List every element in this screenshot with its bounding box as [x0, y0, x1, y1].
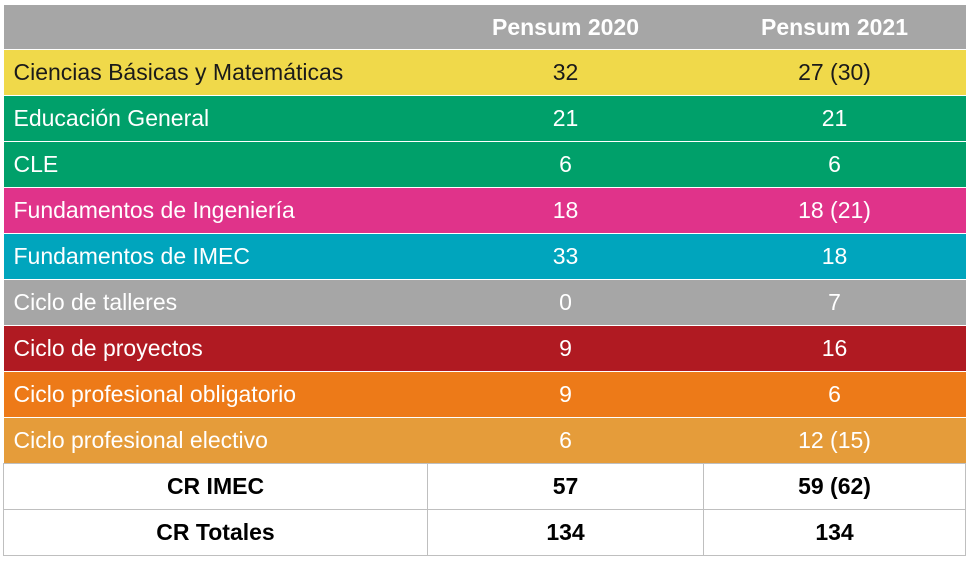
row-value-2020: 9	[427, 325, 704, 372]
total-value-2021: 59 (62)	[703, 463, 966, 510]
credits-table-container: Pensum 2020 Pensum 2021 Ciencias Básicas…	[3, 4, 966, 556]
row-value-2021: 18 (21)	[703, 187, 966, 234]
totals-row-cr-imec: CR IMEC 57 59 (62)	[3, 463, 966, 510]
row-label: Ciclo profesional electivo	[3, 417, 428, 464]
header-pensum-2020: Pensum 2020	[427, 4, 704, 50]
row-value-2021: 7	[703, 279, 966, 326]
header-row: Pensum 2020 Pensum 2021	[3, 4, 966, 50]
row-label: Ciencias Básicas y Matemáticas	[3, 49, 428, 96]
row-value-2020: 33	[427, 233, 704, 280]
row-value-2021: 12 (15)	[703, 417, 966, 464]
table-row: CLE 6 6	[3, 141, 966, 188]
header-corner-cell	[3, 4, 428, 50]
totals-row-cr-totales: CR Totales 134 134	[3, 509, 966, 556]
table-row: Ciencias Básicas y Matemáticas 32 27 (30…	[3, 49, 966, 96]
row-label: Ciclo profesional obligatorio	[3, 371, 428, 418]
table-body: Ciencias Básicas y Matemáticas 32 27 (30…	[3, 49, 966, 464]
table-row: Fundamentos de IMEC 33 18	[3, 233, 966, 280]
table-row: Ciclo profesional obligatorio 9 6	[3, 371, 966, 418]
table-row: Fundamentos de Ingeniería 18 18 (21)	[3, 187, 966, 234]
row-value-2020: 6	[427, 141, 704, 188]
total-label: CR Totales	[3, 509, 428, 556]
row-value-2020: 18	[427, 187, 704, 234]
row-label: Fundamentos de Ingeniería	[3, 187, 428, 234]
row-value-2020: 32	[427, 49, 704, 96]
row-label: Ciclo de talleres	[3, 279, 428, 326]
row-value-2021: 21	[703, 95, 966, 142]
header-pensum-2021: Pensum 2021	[703, 4, 966, 50]
total-value-2020: 134	[427, 509, 704, 556]
row-label: Ciclo de proyectos	[3, 325, 428, 372]
row-value-2020: 21	[427, 95, 704, 142]
table-row: Ciclo profesional electivo 6 12 (15)	[3, 417, 966, 464]
row-value-2021: 16	[703, 325, 966, 372]
row-label: CLE	[3, 141, 428, 188]
row-value-2021: 6	[703, 141, 966, 188]
row-value-2020: 6	[427, 417, 704, 464]
row-value-2021: 18	[703, 233, 966, 280]
row-value-2021: 6	[703, 371, 966, 418]
total-value-2020: 57	[427, 463, 704, 510]
row-value-2020: 9	[427, 371, 704, 418]
row-value-2020: 0	[427, 279, 704, 326]
table-row: Ciclo de talleres 0 7	[3, 279, 966, 326]
row-label: Fundamentos de IMEC	[3, 233, 428, 280]
table-row: Educación General 21 21	[3, 95, 966, 142]
row-label: Educación General	[3, 95, 428, 142]
total-label: CR IMEC	[3, 463, 428, 510]
row-value-2021: 27 (30)	[703, 49, 966, 96]
table-row: Ciclo de proyectos 9 16	[3, 325, 966, 372]
credits-table: Pensum 2020 Pensum 2021 Ciencias Básicas…	[3, 4, 966, 556]
total-value-2021: 134	[703, 509, 966, 556]
